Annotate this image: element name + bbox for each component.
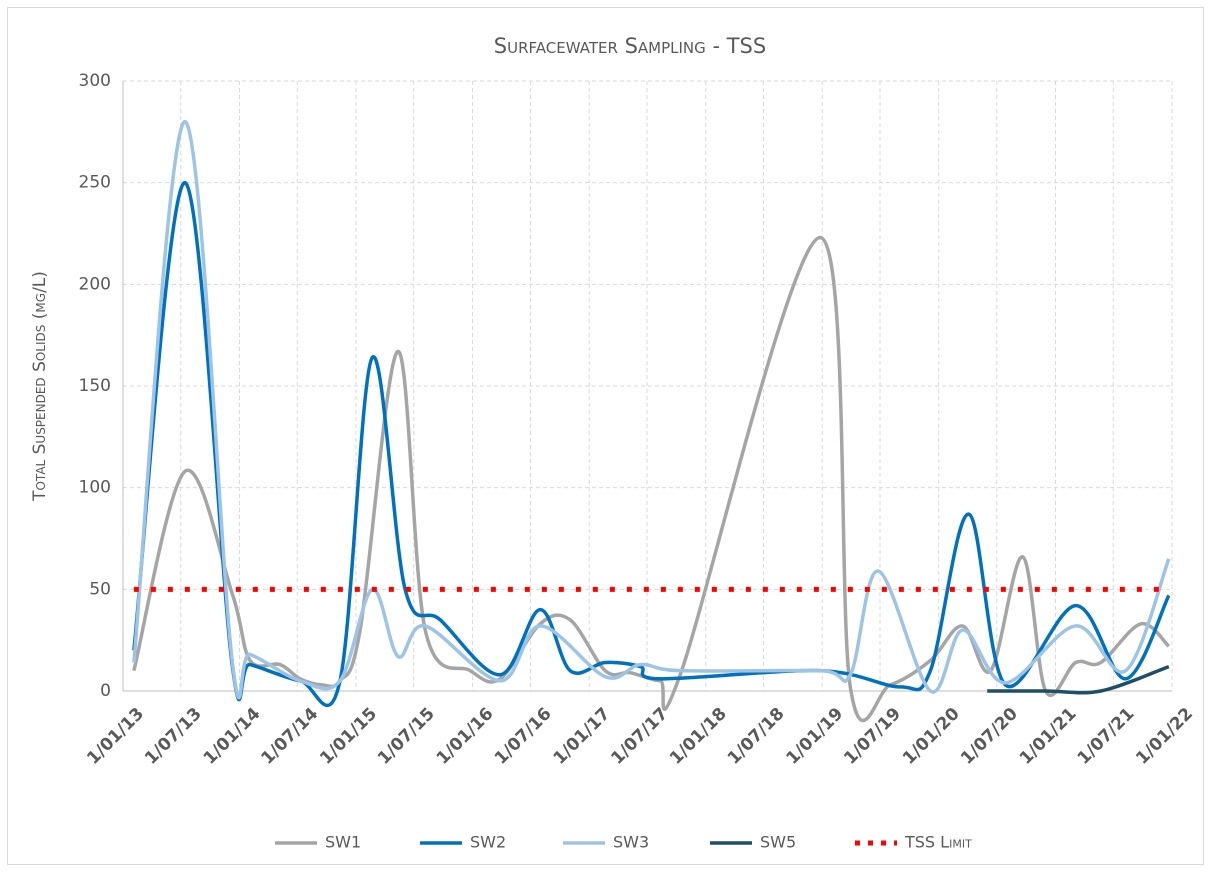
legend-label: TSS Limit (904, 833, 972, 852)
y-tick-label: 100 (79, 478, 111, 498)
y-tick-label: 0 (100, 681, 111, 701)
series-line (132, 119, 1171, 700)
y-tick-label: 300 (79, 71, 111, 91)
legend-label: SW3 (613, 833, 649, 852)
y-tick-label: 150 (79, 376, 111, 396)
series-line (987, 664, 1170, 695)
chart-title: Surfacewater Sampling - TSS (494, 34, 766, 58)
chart-frame (7, 7, 1204, 865)
y-axis-label: Total Suspended Solids (mg/L) (30, 271, 50, 502)
series-line (132, 235, 1171, 723)
legend-label: SW2 (470, 833, 506, 852)
legend-label: SW1 (325, 833, 361, 852)
legend-label: SW5 (760, 833, 796, 852)
y-tick-label: 200 (79, 274, 111, 294)
y-tick-label: 50 (89, 579, 111, 599)
y-tick-label: 250 (79, 173, 111, 193)
